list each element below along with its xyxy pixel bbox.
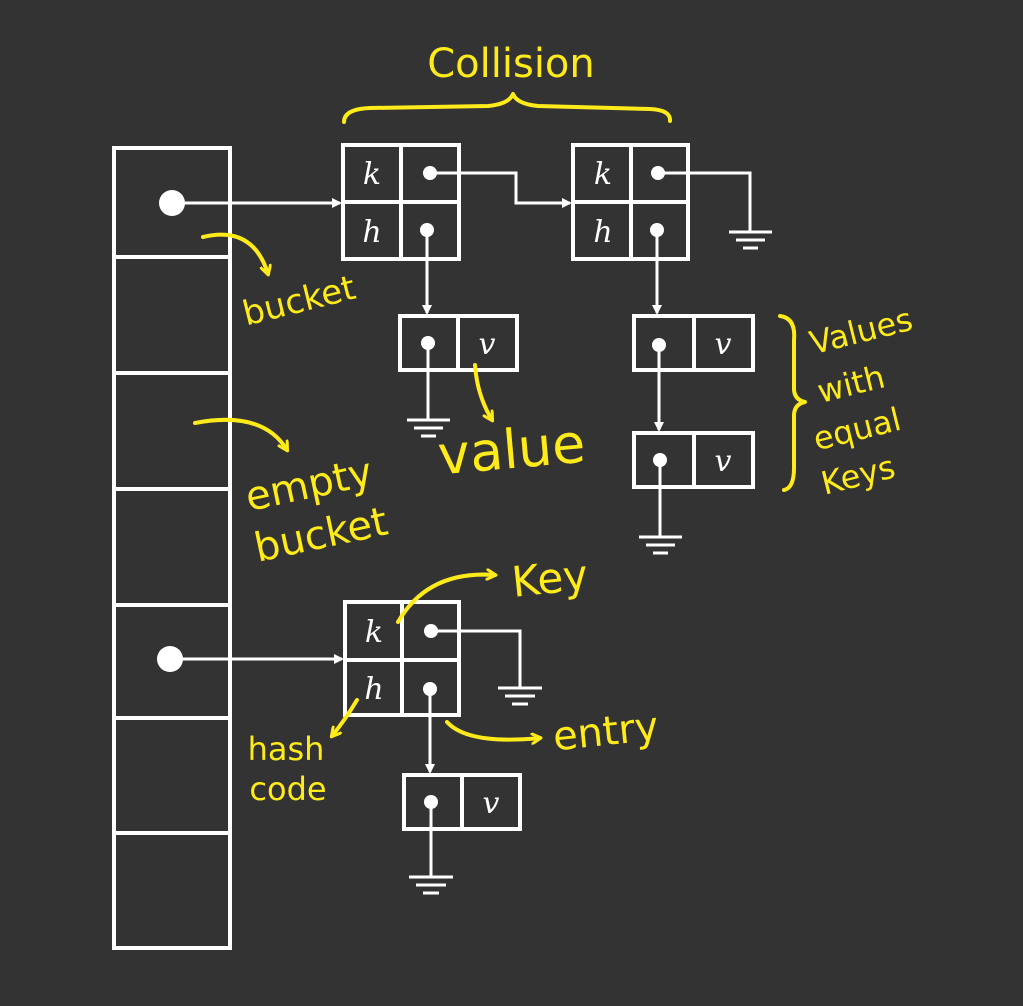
key-annotation-arrow [396, 575, 495, 624]
entry-node: k h [571, 143, 690, 261]
value-cell-label: v [715, 327, 732, 362]
annotation-strokes [193, 92, 807, 740]
key-cell-label: k [594, 157, 612, 192]
null-ground-icon [407, 343, 450, 438]
values-label-line1: Values [806, 300, 917, 362]
hash-cell-label: h [362, 215, 381, 250]
bucket-label: bucket [239, 268, 360, 335]
equal-keys-brace [778, 314, 807, 492]
hash-code-annotation-arrow [332, 698, 359, 736]
value-node: v [632, 431, 755, 489]
hash-code-label-line1: hash [248, 730, 325, 768]
null-ground-icon [431, 629, 542, 706]
key-cell-label: k [365, 615, 383, 650]
null-ground-icon [658, 171, 772, 250]
entry-label: entry [551, 704, 661, 761]
null-terminators [407, 171, 772, 895]
value-annotation-arrow [473, 363, 492, 420]
value-cell-label: v [483, 786, 500, 821]
hash-cell-label: h [593, 215, 612, 250]
annotation-labels: Collision bucket empty bucket value Valu… [239, 41, 917, 808]
entry-node: k h [343, 600, 461, 717]
pointer-arrows [170, 171, 664, 774]
values-label-line4: Keys [817, 448, 899, 503]
values-label-line2: with [813, 357, 888, 410]
next-entry-arrow [430, 171, 572, 208]
collision-label: Collision [427, 41, 595, 87]
hash-cell-label: h [364, 672, 383, 707]
key-label: Key [509, 550, 590, 607]
hash-code-label-line2: code [249, 770, 326, 808]
key-cell-label: k [363, 157, 381, 192]
entry-annotation-arrow [445, 720, 540, 740]
empty-bucket-annotation-arrow [193, 417, 287, 450]
collision-brace [342, 92, 673, 124]
null-ground-icon [409, 802, 453, 895]
value-label: value [435, 412, 587, 488]
value-node: v [398, 314, 519, 372]
value-cell-label: v [479, 327, 496, 362]
value-cell-label: v [715, 444, 732, 479]
bucket-annotation-arrow [201, 232, 268, 274]
bucket-array [112, 146, 232, 950]
bucket-array-frame [112, 146, 232, 950]
entry-node: k h [341, 143, 461, 261]
value-node: v [402, 773, 522, 831]
value-node: v [632, 314, 755, 372]
null-ground-icon [639, 460, 682, 555]
